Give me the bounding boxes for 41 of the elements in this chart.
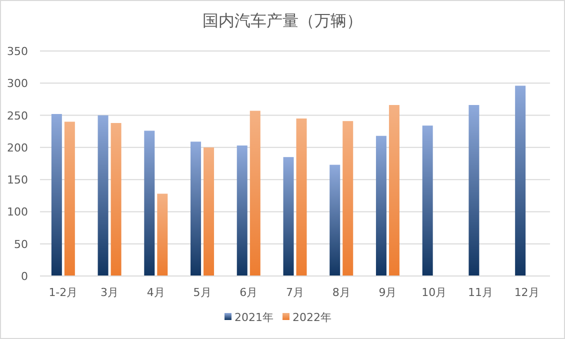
x-tick-label: 10月 bbox=[422, 286, 447, 299]
y-tick-label: 100 bbox=[7, 206, 28, 219]
bar bbox=[388, 105, 400, 276]
x-tick-label: 12月 bbox=[514, 286, 540, 299]
bar bbox=[376, 136, 386, 276]
bar bbox=[64, 122, 75, 276]
x-tick-label: 5月 bbox=[193, 286, 212, 299]
y-tick-label: 150 bbox=[7, 174, 28, 187]
bar bbox=[468, 105, 480, 276]
x-tick-label: 6月 bbox=[240, 286, 258, 299]
x-tick-label: 11月 bbox=[468, 286, 493, 299]
legend-label: 2022年 bbox=[292, 311, 332, 324]
bar bbox=[342, 121, 354, 276]
bar bbox=[330, 164, 340, 276]
bar bbox=[144, 130, 155, 276]
bar bbox=[236, 146, 248, 276]
legend-label: 2021年 bbox=[234, 311, 274, 324]
bar bbox=[51, 114, 62, 276]
y-tick-label: 200 bbox=[7, 141, 28, 154]
x-tick-label: 9月 bbox=[378, 286, 397, 299]
bar bbox=[515, 86, 526, 276]
y-tick-label: 250 bbox=[7, 109, 28, 122]
x-tick-label: 4月 bbox=[146, 286, 165, 299]
y-tick-label: 50 bbox=[14, 238, 28, 251]
bar bbox=[250, 110, 260, 276]
x-tick-label: 7月 bbox=[286, 286, 304, 299]
bar bbox=[296, 118, 307, 276]
bar bbox=[204, 147, 214, 276]
bar bbox=[283, 157, 294, 276]
x-tick-label: 8月 bbox=[332, 286, 350, 299]
bar bbox=[422, 126, 433, 276]
y-tick-label: 350 bbox=[7, 45, 28, 58]
y-tick-label: 300 bbox=[7, 77, 28, 90]
x-tick-label: 1-2月 bbox=[48, 286, 78, 299]
bar bbox=[110, 123, 122, 276]
bar bbox=[157, 194, 168, 276]
y-tick-label: 0 bbox=[21, 270, 28, 283]
chart-title: 国内汽车产量（万辆） bbox=[202, 11, 362, 30]
x-tick-label: 3月 bbox=[100, 286, 119, 299]
bar bbox=[190, 142, 202, 276]
bar bbox=[98, 115, 108, 276]
